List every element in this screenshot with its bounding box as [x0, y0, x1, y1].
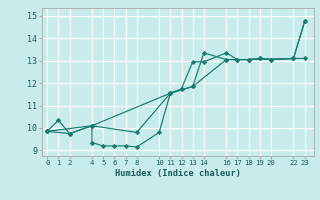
X-axis label: Humidex (Indice chaleur): Humidex (Indice chaleur)	[115, 169, 241, 178]
